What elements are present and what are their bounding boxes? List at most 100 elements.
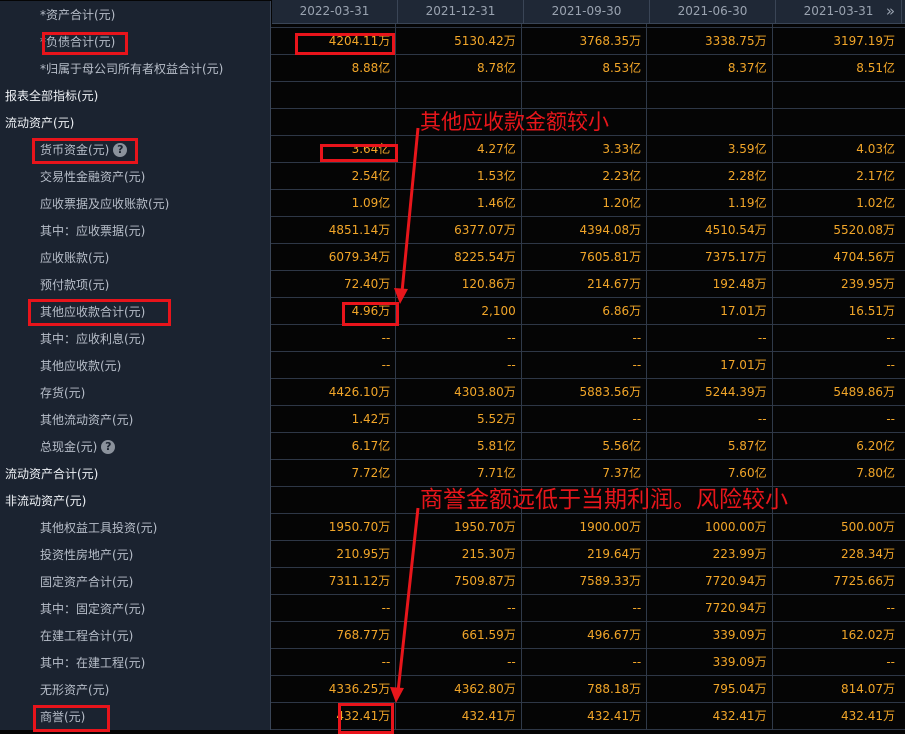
table-row[interactable]: 无形资产(元) 4336.25万 4362.80万 788.18万 795.04万 814… xyxy=(0,676,905,703)
row-label: 交易性金融资产(元) xyxy=(0,163,271,190)
annotation-other-receivables: 其他应收款金额较小 xyxy=(420,110,609,134)
table-row[interactable]: 投资性房地产(元) 210.95万 215.30万 219.64万 223.99万 228… xyxy=(0,541,905,568)
table-row[interactable]: 流动资产合计(元) 7.72亿 7.71亿 7.37亿 7.60亿 7.80亿 xyxy=(0,460,905,487)
table-row[interactable]: 应收账款(元) 6079.34万 8225.54万 7605.81万 7375.17万 4… xyxy=(0,244,905,271)
value-cell: 5.81亿 xyxy=(396,433,522,460)
value-cell: 3338.75万 xyxy=(647,28,773,55)
table-row[interactable]: 商誉(元) 432.41万 432.41万 432.41万 432.41万 432.41万 xyxy=(0,703,905,730)
value-cell: 4303.80万 xyxy=(396,379,522,406)
value-cell: 5.52万 xyxy=(396,406,522,433)
row-label: 其中：应收票据(元) xyxy=(0,217,271,244)
value-cell: 223.99万 xyxy=(647,541,773,568)
value-cell: 496.67万 xyxy=(522,622,648,649)
value-cell: 17.01万 xyxy=(647,298,773,325)
value-cell: -- xyxy=(522,649,648,676)
value-cell: 7605.81万 xyxy=(522,244,648,271)
value-cell: 7311.12万 xyxy=(271,568,397,595)
table-row[interactable]: 预付款项(元) 72.40万 120.86万 214.67万 192.48万 239.95… xyxy=(0,271,905,298)
row-label: 其中：应收利息(元) xyxy=(0,325,271,352)
column-header[interactable]: 2021-06-30 xyxy=(650,0,776,23)
value-cell: 7.60亿 xyxy=(647,460,773,487)
table-row[interactable]: 流动资产(元) xyxy=(0,109,905,136)
table-row[interactable]: 固定资产合计(元) 7311.12万 7509.87万 7589.33万 7720.94… xyxy=(0,568,905,595)
value-cell: 5.87亿 xyxy=(647,433,773,460)
annotation-goodwill: 商誉金额远低于当期利润。风险较小 xyxy=(420,487,788,513)
value-cell: 4394.08万 xyxy=(522,217,648,244)
value-cell: -- xyxy=(396,325,522,352)
value-cell: -- xyxy=(271,325,397,352)
row-label: *负债合计(元) xyxy=(0,28,271,55)
row-label: 投资性房地产(元) xyxy=(0,541,271,568)
table-row[interactable]: 交易性金融资产(元) 2.54亿 1.53亿 2.23亿 2.28亿 2.17亿 xyxy=(0,163,905,190)
table-row[interactable]: 在建工程合计(元) 768.77万 661.59万 496.67万 339.09万 162… xyxy=(0,622,905,649)
value-cell: 5.56亿 xyxy=(522,433,648,460)
value-cell: -- xyxy=(886,331,895,345)
value-cell xyxy=(647,487,773,514)
value-cell: 768.77万 xyxy=(271,622,397,649)
value-cell: 432.41万 xyxy=(396,703,522,730)
column-header[interactable]: 2022-03-31 xyxy=(272,0,398,23)
value-cell: -- xyxy=(886,601,895,615)
table-row[interactable]: 应收票据及应收账款(元) 1.09亿 1.46亿 1.20亿 1.19亿 1.02亿 xyxy=(0,190,905,217)
table-row[interactable]: *归属于母公司所有者权益合计(元) 8.88亿 8.78亿 8.53亿 8.37亿 8.5… xyxy=(0,55,905,82)
row-label: 在建工程合计(元) xyxy=(0,622,271,649)
table-row[interactable]: 报表全部指标(元) xyxy=(0,82,905,109)
row-label-text: 流动资产合计(元) xyxy=(5,466,99,481)
row-label: 非流动资产(元) xyxy=(0,487,271,514)
row-label: 其他应收款(元) xyxy=(0,352,271,379)
table-row[interactable]: 其他应收款合计(元) 4.96万 2,100 6.86万 17.01万 16.51万 xyxy=(0,298,905,325)
value-cell: 4336.25万 xyxy=(271,676,397,703)
table-row[interactable]: 其他权益工具投资(元) 1950.70万 1950.70万 1900.00万 1000.… xyxy=(0,514,905,541)
value-cell xyxy=(396,487,522,514)
help-icon[interactable]: ? xyxy=(113,142,128,157)
row-label-text: 其他应收款合计(元) xyxy=(40,304,146,319)
column-header[interactable]: 2021-03-31 xyxy=(776,0,902,23)
column-header[interactable]: 2021-09-30 xyxy=(524,0,650,23)
value-cell: 7.37亿 xyxy=(522,460,648,487)
value-cell xyxy=(522,487,648,514)
value-cell: 8.51亿 xyxy=(856,61,895,75)
double-chevron-right-icon[interactable]: » xyxy=(885,2,895,20)
value-cell: 7509.87万 xyxy=(396,568,522,595)
highlight-box xyxy=(42,32,128,55)
value-cell xyxy=(271,82,397,109)
table-row[interactable]: 其中：固定资产(元) -- -- -- 7720.94万 -- xyxy=(0,595,905,622)
value-cell: 432.41万 xyxy=(647,703,773,730)
table-row[interactable]: 非流动资产(元) xyxy=(0,487,905,514)
table-row[interactable]: 其他流动资产(元) 1.42万 5.52万 -- -- -- xyxy=(0,406,905,433)
column-header[interactable]: 2021-12-31 xyxy=(398,0,524,23)
value-cell: 6377.07万 xyxy=(396,217,522,244)
value-cell: -- xyxy=(396,649,522,676)
value-cell xyxy=(271,109,397,136)
row-label-text: 应收票据及应收账款(元) xyxy=(40,196,170,211)
value-cell: 2.23亿 xyxy=(522,163,648,190)
row-label: 其他权益工具投资(元) xyxy=(0,514,271,541)
table-row[interactable]: 其中：应收票据(元) 4851.14万 6377.07万 4394.08万 4510.5… xyxy=(0,217,905,244)
value-cell: 2.54亿 xyxy=(271,163,397,190)
value-cell xyxy=(522,82,648,109)
value-cell: 239.95万 xyxy=(840,277,895,291)
table-row[interactable]: 存货(元) 4426.10万 4303.80万 5883.56万 5244.39万 548… xyxy=(0,379,905,406)
row-label-text: 在建工程合计(元) xyxy=(40,628,134,643)
table-row[interactable]: *资产合计(元) xyxy=(0,1,905,28)
row-label-text: *归属于母公司所有者权益合计(元) xyxy=(40,61,224,76)
value-cell: 4.03亿 xyxy=(856,142,895,156)
value-cell: 4851.14万 xyxy=(271,217,397,244)
table-row[interactable]: *负债合计(元) 4204.11万 5130.42万 3768.35万 3338.75万… xyxy=(0,28,905,55)
value-cell: 795.04万 xyxy=(647,676,773,703)
value-cell: 5130.42万 xyxy=(396,28,522,55)
row-label-text: 其他应收款(元) xyxy=(40,358,122,373)
row-label: 无形资产(元) xyxy=(0,676,271,703)
value-cell: -- xyxy=(396,595,522,622)
table-row[interactable]: 其中：应收利息(元) -- -- -- -- -- xyxy=(0,325,905,352)
highlight-box xyxy=(32,138,138,164)
table-row[interactable]: 其他应收款(元) -- -- -- 17.01万 -- xyxy=(0,352,905,379)
help-icon[interactable]: ? xyxy=(101,439,116,454)
value-cell: -- xyxy=(522,406,648,433)
value-cell xyxy=(773,109,905,136)
table-row[interactable]: 总现金(元)? 6.17亿 5.81亿 5.56亿 5.87亿 6.20亿 xyxy=(0,433,905,460)
row-label: *归属于母公司所有者权益合计(元) xyxy=(0,55,271,82)
value-cell xyxy=(773,82,905,109)
table-row[interactable]: 其中：在建工程(元) -- -- -- 339.09万 -- xyxy=(0,649,905,676)
value-cell: 215.30万 xyxy=(396,541,522,568)
